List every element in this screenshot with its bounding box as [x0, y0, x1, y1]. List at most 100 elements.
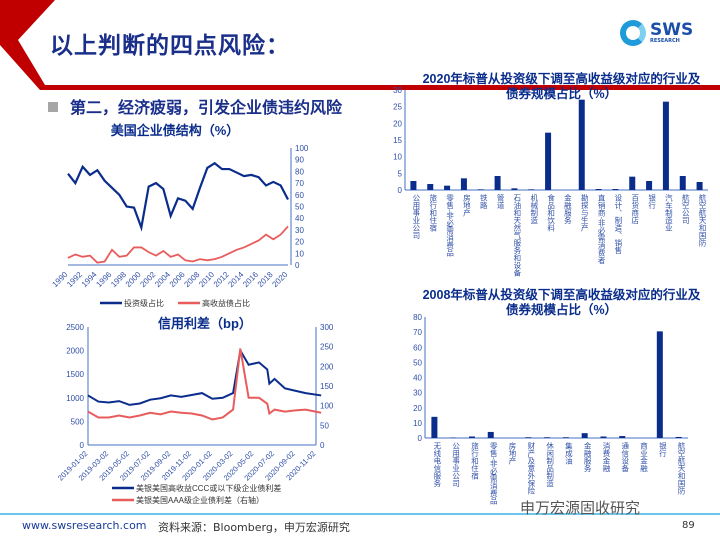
y-tick-label: 10	[393, 153, 402, 162]
y-tick-label: 100	[320, 402, 334, 411]
y-tick-label: 60	[413, 343, 422, 352]
bullet-text: 第二，经济疲弱，引发企业债违约风险	[70, 98, 343, 117]
x-tick-label: 1994	[80, 270, 99, 289]
page-number: 89	[682, 520, 695, 531]
x-category-label: 机械制造	[530, 193, 539, 226]
legend-label: 美银美国AAA级企业债利差（右轴）	[136, 495, 264, 505]
x-category-label: 设计、制造、销售	[614, 193, 623, 256]
y-tick-label: 1500	[66, 370, 84, 379]
series-line-0	[67, 161, 289, 232]
footer-url-link[interactable]: www.swsresearch.com	[22, 519, 147, 532]
chart-title: 2008年标普从投资级下调至高收益级对应的行业及债券规模占比（%）	[423, 287, 701, 317]
y-tick-label: 10	[413, 419, 422, 428]
x-category-label: 通信设备	[621, 441, 630, 474]
bar	[545, 132, 552, 190]
legend-label: 高收益债占比	[202, 298, 250, 308]
y-tick-label: 40	[295, 214, 304, 223]
x-category-label: 银行	[647, 194, 656, 211]
legend-label: 投资级占比	[124, 298, 164, 308]
x-tick-label: 2010	[197, 270, 216, 289]
y-tick-label: 150	[320, 382, 334, 391]
y-tick-label: 70	[413, 328, 422, 337]
bar	[468, 436, 475, 438]
y-tick-label: 50	[295, 203, 304, 212]
y-tick-label: 10	[295, 249, 304, 258]
x-category-label: 无线电信服务	[433, 442, 442, 489]
y-tick-label: 15	[393, 136, 402, 145]
x-category-label: 旅行和住宿	[470, 441, 479, 481]
x-tick-label: 2002	[138, 270, 157, 289]
x-category-label: 航空航天和国防	[698, 193, 707, 248]
y-tick-label: 25	[393, 103, 402, 112]
y-tick-label: 300	[320, 323, 334, 332]
x-category-label: 百货商店	[631, 194, 640, 226]
x-category-label: 旅行和住宿	[429, 193, 438, 233]
x-tick-label: 2016	[241, 270, 260, 289]
bar	[410, 181, 417, 190]
x-tick-label: 2008	[182, 270, 201, 289]
header-corner	[0, 0, 20, 25]
logo-text: SWS	[650, 19, 694, 40]
chart-title: 2020年标普从投资级下调至高收益级对应的行业及债券规模占比（%）	[423, 71, 701, 101]
bar	[427, 184, 434, 190]
x-tick-label: 1996	[94, 270, 113, 289]
series-line-0	[87, 347, 322, 406]
slide-title: 以上判断的四点风险：	[50, 33, 290, 59]
y-tick-label: 70	[295, 179, 304, 188]
x-tick-label: 1992	[65, 270, 84, 289]
bar	[494, 176, 501, 190]
x-tick-label: 2014	[226, 270, 245, 289]
x-category-label: 房地产	[508, 441, 517, 466]
x-category-label: 金融服务	[563, 193, 572, 226]
y-tick-label: 250	[320, 343, 334, 352]
x-category-label: 铁路	[479, 193, 488, 210]
legend-label: 美银美国高收益CCC或以下级企业债利差	[136, 483, 281, 493]
bar	[578, 99, 585, 190]
x-category-label: 商业金融	[639, 441, 648, 474]
x-category-label: 零售-非必需消费品	[445, 194, 454, 258]
y-tick-label: 30	[413, 389, 422, 398]
bar	[679, 176, 686, 190]
x-category-label: 金融服务	[583, 441, 592, 474]
y-tick-label: 80	[295, 167, 304, 176]
bar	[646, 181, 653, 190]
x-tick-label: 1990	[50, 270, 69, 289]
bar	[544, 437, 551, 438]
x-category-label: 勘探与生产	[580, 194, 589, 233]
y-tick-label: 50	[413, 358, 422, 367]
y-tick-label: 100	[295, 144, 309, 153]
y-tick-label: 80	[413, 313, 422, 322]
bar	[675, 436, 682, 438]
bar	[525, 437, 532, 438]
bar	[460, 178, 467, 190]
bar	[595, 189, 602, 190]
bar	[629, 176, 636, 190]
bar	[444, 185, 451, 190]
bar	[562, 437, 569, 438]
logo-sub: RESEARCH	[650, 37, 680, 44]
bar	[696, 182, 703, 190]
x-category-label: 汽车制造业	[664, 193, 673, 232]
x-category-label: 休闲制品制造	[545, 441, 554, 489]
bar	[581, 433, 588, 438]
y-tick-label: 50	[320, 421, 329, 430]
x-category-label: 食品和饮料	[546, 193, 555, 233]
x-tick-label: 2018	[256, 270, 275, 289]
y-tick-label: 40	[413, 374, 422, 383]
logo-ring-icon	[620, 20, 646, 46]
bar	[656, 331, 663, 438]
x-category-label: 直销商-非必需消费者	[597, 193, 606, 265]
y-tick-label: 200	[320, 362, 334, 371]
y-tick-label: 90	[295, 156, 304, 165]
x-category-label: 管道	[496, 193, 505, 211]
x-category-label: 财产及意外保险	[527, 441, 536, 496]
x-category-label: 航空航天和国防	[677, 441, 686, 496]
series-line-1	[67, 225, 289, 264]
y-tick-label: 30	[295, 226, 304, 235]
bar	[431, 416, 438, 438]
y-tick-label: 20	[295, 238, 304, 247]
chart-title: 美国企业债结构（%）	[111, 123, 240, 138]
bar	[528, 189, 535, 190]
